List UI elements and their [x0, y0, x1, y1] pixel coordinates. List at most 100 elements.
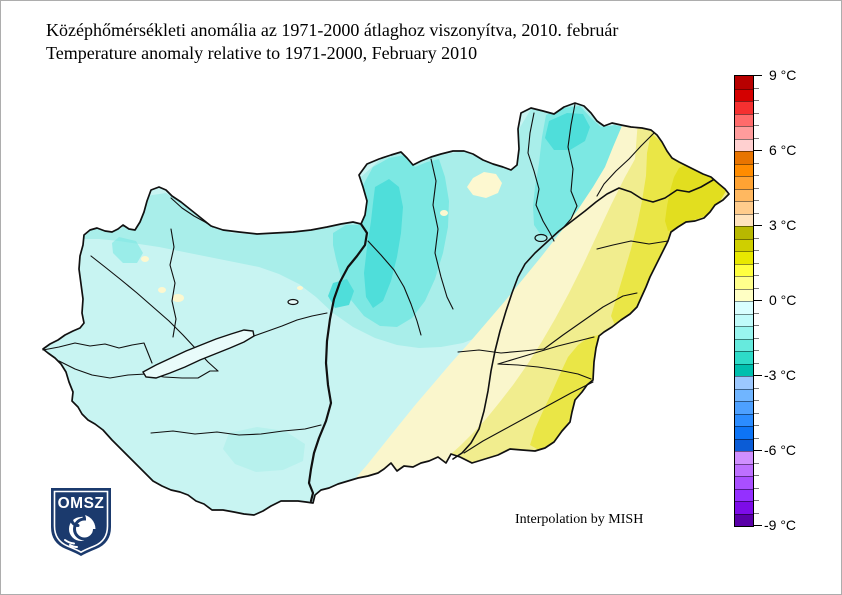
colorbar-tick	[754, 112, 759, 114]
title-english: Temperature anomaly relative to 1971-200…	[46, 43, 478, 63]
colorbar-segment	[735, 426, 753, 439]
colorbar-tick	[754, 200, 759, 201]
colorbar-separator	[735, 201, 753, 202]
colorbar-segment	[735, 338, 753, 351]
colorbar-segment	[735, 238, 753, 251]
colorbar-segment	[735, 276, 753, 289]
colorbar-tick	[754, 162, 759, 164]
colorbar-tick-label: -6 °C	[764, 442, 797, 458]
anomaly-region-yellow-medium-southeast	[530, 335, 599, 450]
danube-river	[307, 222, 369, 503]
colorbar-separator	[735, 238, 753, 240]
colorbar-segment	[735, 101, 753, 114]
colorbar-tick	[754, 337, 759, 339]
colorbar-segment	[735, 201, 753, 214]
logo-shield-keyline	[53, 490, 109, 554]
colorbar-tick	[754, 187, 759, 189]
colorbar-separator	[735, 176, 753, 177]
hungary-outline	[42, 102, 730, 516]
omsz-logo: OMSZ	[51, 488, 111, 556]
colorbar-segment	[735, 463, 753, 476]
inner-lines	[42, 103, 714, 503]
colorbar-separator	[735, 501, 753, 502]
mosoni-danube-channel	[170, 197, 214, 228]
colorbar-separator	[735, 113, 753, 115]
colorbar-segment	[735, 326, 753, 339]
colorbar-tick	[754, 462, 759, 464]
colorbar-tick	[754, 225, 762, 226]
colorbar-tick	[754, 87, 759, 89]
county-border-south	[150, 424, 322, 436]
colorbar-segment	[735, 76, 753, 89]
warm-spot	[141, 256, 149, 262]
colorbar-separator	[735, 138, 753, 140]
zala-river	[42, 342, 153, 364]
colorbar-tick-label: 6 °C	[769, 142, 797, 158]
colorbar-separator	[735, 388, 753, 390]
warm-spot	[158, 287, 166, 293]
colorbar-segment	[735, 301, 753, 314]
colorbar-segment	[735, 163, 753, 176]
colorbar-tick-label: 9 °C	[769, 67, 797, 83]
county-border-vertical-west	[169, 228, 177, 338]
colorbar-segment	[735, 113, 753, 126]
colorbar-tick	[754, 350, 759, 351]
koros-river-upper	[543, 292, 638, 350]
colorbar-tick	[754, 387, 759, 389]
warm-spot	[172, 294, 184, 302]
colorbar-separator	[735, 226, 753, 227]
colorbar-separator	[735, 263, 753, 265]
bodrog-river	[596, 132, 655, 197]
colorbar-separator	[735, 438, 753, 440]
anomaly-field	[43, 103, 729, 515]
colorbar-tick	[754, 375, 762, 376]
warm-spot	[297, 286, 303, 290]
colorbar-tick-label: -3 °C	[764, 367, 797, 383]
anomaly-region-cyan-deep-northeast	[545, 113, 590, 150]
colorbar-tick	[754, 500, 759, 501]
lake-velence	[287, 298, 299, 306]
colorbar-segment	[735, 251, 753, 264]
colorbar-tick	[754, 237, 759, 239]
colorbar-tick-label: 0 °C	[769, 292, 797, 308]
colorbar-separator	[735, 88, 753, 90]
colorbar-segment	[735, 288, 753, 301]
county-border-szatmar	[596, 240, 669, 250]
colorbar-separator	[735, 451, 753, 452]
title-hungarian: Középhőmérsékleti anomália az 1971-2000 …	[46, 20, 619, 40]
colorbar-tick	[754, 262, 759, 264]
zagyva-river	[430, 158, 454, 310]
colorbar-segment	[735, 376, 753, 389]
colorbar-segment	[735, 88, 753, 101]
anomaly-region-cyan-medium-west	[112, 237, 143, 263]
colorbar-segment	[735, 176, 753, 189]
colorbar-segment	[735, 513, 753, 526]
colorbar-tick	[754, 250, 759, 251]
anomaly-region-yellow-strong-necorner	[665, 162, 726, 231]
title-block: Középhőmérsékleti anomália az 1971-2000 …	[46, 19, 618, 65]
colorbar-tick	[754, 150, 762, 151]
temperature-colorbar	[734, 75, 754, 527]
colorbar-tick	[754, 412, 759, 414]
colorbar-tick	[754, 475, 759, 476]
colorbar-tick	[754, 100, 759, 101]
colorbar-segment	[735, 213, 753, 226]
colorbar-tick	[754, 300, 762, 301]
colorbar-separator	[735, 151, 753, 152]
colorbar-separator	[735, 338, 753, 340]
colorbar-separator	[735, 363, 753, 365]
colorbar-separator	[735, 313, 753, 315]
colorbar-separator	[735, 488, 753, 490]
colorbar-tick	[754, 450, 762, 451]
colorbar-tick	[754, 525, 762, 526]
koros-river-north	[497, 336, 595, 365]
colorbar-tick	[754, 175, 759, 176]
colorbar-separator	[735, 463, 753, 465]
colorbar-tick	[754, 125, 759, 126]
lake-tisza	[534, 233, 548, 243]
warm-spot	[440, 210, 448, 216]
colorbar-separator	[735, 513, 753, 515]
colorbar-separator	[735, 101, 753, 102]
